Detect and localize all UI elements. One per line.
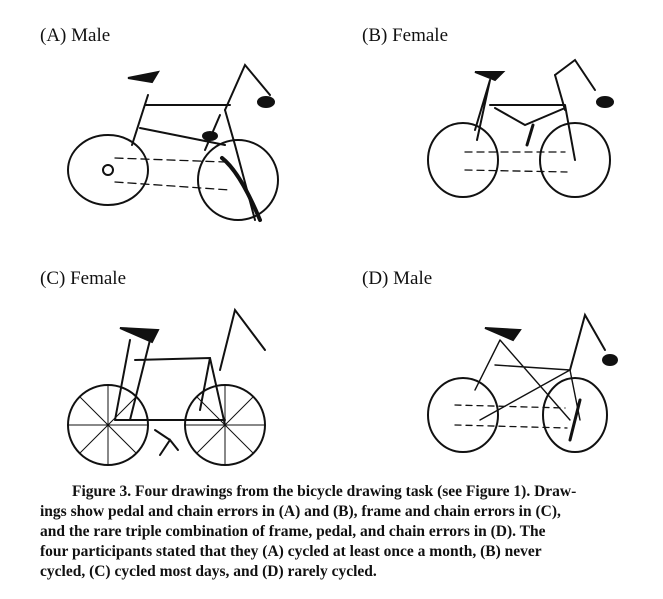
front-wheel [542, 377, 608, 453]
caption-line: ings show pedal and chain errors in (A) … [40, 503, 561, 520]
bicycle-drawing-c [60, 290, 300, 470]
pedal [525, 123, 535, 147]
seat [474, 71, 506, 82]
caption-line: Figure 3. Four drawings from the bicycle… [72, 483, 577, 500]
caption-line: four participants stated that they (A) c… [40, 543, 542, 560]
grip [602, 354, 618, 366]
panel-b-label: (B) Female [362, 25, 449, 46]
frame [474, 339, 581, 421]
front-wheel [539, 122, 611, 198]
frame [131, 94, 256, 221]
rear-wheel [67, 134, 149, 206]
chain-lines [464, 151, 568, 173]
spokes [67, 384, 266, 466]
panel-a-label: (A) Male [40, 25, 111, 46]
handlebar [219, 307, 266, 371]
handlebar [569, 312, 606, 371]
frame [474, 74, 576, 161]
pedal [202, 131, 218, 141]
bicycle-drawing-b [415, 50, 635, 220]
bicycle-drawing-a [60, 50, 290, 230]
chain-lines [454, 404, 568, 429]
caption-line: cycled, (C) cycled most days, and (D) ra… [40, 563, 377, 580]
frame [114, 339, 226, 426]
front-wheel [197, 139, 279, 221]
handlebar [224, 63, 271, 111]
panel-d-label: (D) Male [362, 268, 433, 289]
pedals [154, 429, 179, 456]
rear-hub [102, 164, 114, 176]
caption-line: and the rare triple combination of frame… [40, 523, 546, 540]
figure-caption: Figure 3. Four drawings from the bicycle… [40, 482, 630, 582]
seat [119, 327, 160, 344]
handlebar [554, 58, 596, 91]
panel-c-label: (C) Female [40, 268, 127, 289]
seat [127, 70, 161, 84]
grip [596, 96, 614, 108]
chain-lines [114, 157, 231, 191]
seat [484, 327, 522, 342]
pedal [568, 398, 582, 442]
chainring [220, 156, 262, 222]
bicycle-drawing-d [415, 290, 635, 465]
rear-wheel [427, 377, 499, 453]
grip [257, 96, 275, 108]
rear-wheel [427, 122, 499, 198]
